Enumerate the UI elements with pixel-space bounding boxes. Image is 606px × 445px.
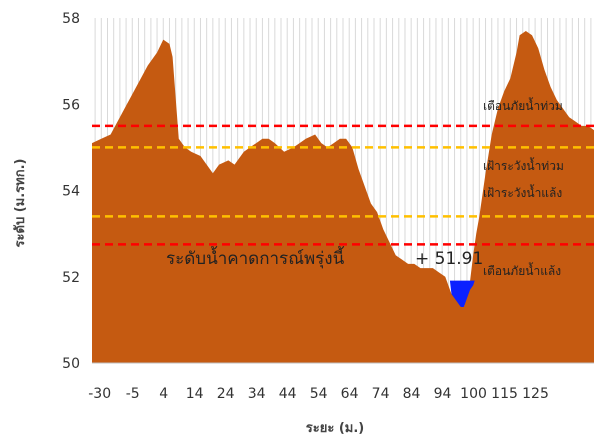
forecast-value: + 51.91 bbox=[415, 249, 483, 269]
y-tick-label: 52 bbox=[62, 270, 80, 286]
reference-line-label: เฝ้าระวังน้ำแล้ง bbox=[483, 184, 562, 200]
x-tick-label: 44 bbox=[279, 386, 297, 402]
cross-section-fill bbox=[92, 30, 594, 363]
y-tick-label: 54 bbox=[62, 184, 80, 200]
reference-line-label: เตือนภัยน้ำแล้ง bbox=[483, 262, 561, 278]
x-tick-label: 94 bbox=[434, 386, 452, 402]
x-tick-label: 115 bbox=[491, 386, 518, 402]
x-tick-label: 74 bbox=[372, 386, 390, 402]
y-axis-title: ระดับ (ม.รทก.) bbox=[13, 159, 28, 248]
y-tick-labels: 50 52 54 56 58 bbox=[62, 11, 80, 372]
x-tick-label: 84 bbox=[403, 386, 421, 402]
x-tick-label: 34 bbox=[248, 386, 266, 402]
x-tick-label: 24 bbox=[217, 386, 235, 402]
y-tick-label: 56 bbox=[62, 97, 80, 113]
x-tick-label: -5 bbox=[126, 386, 140, 402]
reference-line-label: เตือนภัยน้ำท่วม bbox=[483, 97, 563, 113]
y-tick-label: 50 bbox=[62, 356, 80, 372]
reference-lines bbox=[92, 124, 594, 246]
x-tick-label: 100 bbox=[460, 386, 487, 402]
cross-section-area bbox=[92, 30, 594, 363]
x-tick-label: -30 bbox=[88, 386, 111, 402]
water-area bbox=[449, 280, 475, 307]
x-tick-label: 125 bbox=[522, 386, 549, 402]
annotations: เตือนภัยน้ำท่วมเฝ้าระวังน้ำท่วมเฝ้าระวัง… bbox=[483, 97, 564, 278]
y-tick-label: 58 bbox=[62, 11, 80, 27]
water-fill bbox=[449, 280, 475, 307]
x-tick-label: 14 bbox=[186, 386, 204, 402]
x-tick-label: 54 bbox=[310, 386, 328, 402]
x-tick-label: 64 bbox=[341, 386, 359, 402]
x-tick-label: 4 bbox=[159, 386, 168, 402]
forecast-label: ระดับน้ำคาดการณ์พรุ่งนี้ bbox=[166, 246, 345, 269]
x-tick-labels: -30 -5 4 14 24 34 44 54 64 74 84 94 100 115 125 bbox=[88, 386, 549, 402]
reference-line-label: เฝ้าระวังน้ำท่วม bbox=[483, 157, 564, 173]
x-axis-title: ระยะ (ม.) bbox=[306, 421, 364, 436]
